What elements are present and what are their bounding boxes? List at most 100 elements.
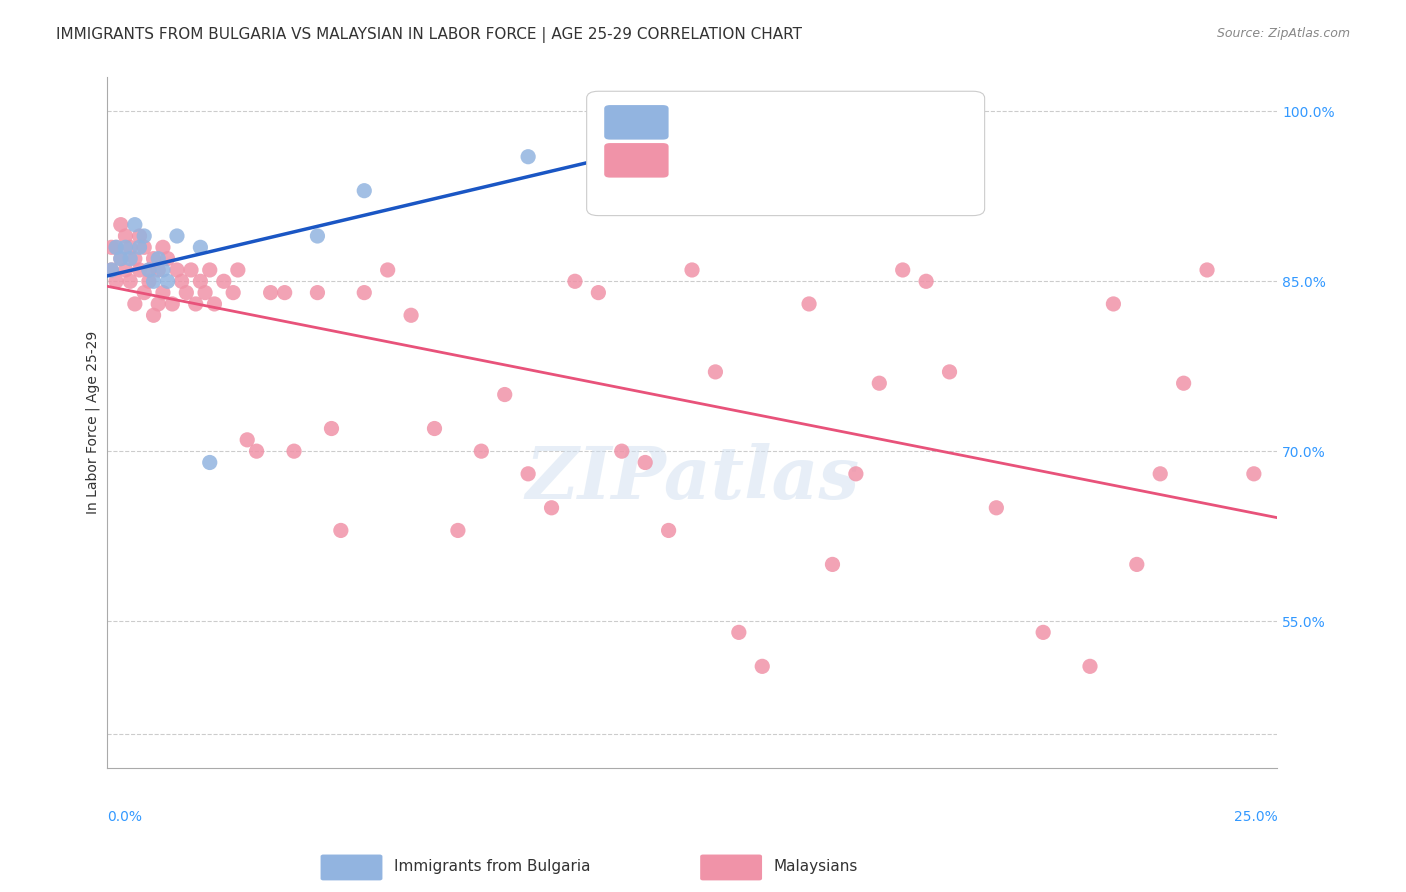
Text: IMMIGRANTS FROM BULGARIA VS MALAYSIAN IN LABOR FORCE | AGE 25-29 CORRELATION CHA: IMMIGRANTS FROM BULGARIA VS MALAYSIAN IN… [56,27,803,43]
Text: 25.0%: 25.0% [1233,810,1277,823]
Point [110,218,132,232]
Point [142,274,165,288]
Text: N =: N = [815,152,855,169]
Point [1195,263,1218,277]
Point [1078,659,1101,673]
Point [377,263,399,277]
Point [1173,376,1195,391]
Point [610,444,633,458]
Point [259,285,281,300]
Point [212,274,235,288]
Point [166,229,188,244]
Point [134,240,156,254]
Point [176,285,198,300]
Point [517,467,540,481]
Point [821,558,844,572]
Point [105,274,128,288]
Point [307,285,329,300]
Point [329,524,352,538]
Point [610,138,633,153]
Point [100,240,122,254]
Point [128,229,150,244]
Point [120,274,142,288]
Point [142,308,165,322]
Point [517,150,540,164]
Point [494,387,516,401]
Point [353,184,375,198]
Point [236,433,259,447]
Point [138,263,160,277]
Point [273,285,295,300]
Point [148,297,170,311]
Point [321,421,343,435]
Point [110,252,132,266]
Point [152,240,174,254]
Point [194,285,217,300]
Point [138,274,160,288]
Text: N =: N = [815,113,855,131]
Point [307,229,329,244]
Point [470,444,492,458]
Point [138,263,160,277]
Point [100,263,122,277]
Point [110,252,132,266]
Point [198,263,221,277]
Text: 0.564: 0.564 [721,113,778,131]
Point [226,263,249,277]
Point [120,252,142,266]
Point [634,455,657,469]
Point [114,263,136,277]
Point [120,240,142,254]
Point [124,252,146,266]
Point [588,285,610,300]
Text: 20: 20 [862,113,887,131]
Point [1102,297,1125,311]
Point [105,240,128,254]
Point [190,240,212,254]
Text: Malaysians: Malaysians [773,859,858,874]
Point [845,467,868,481]
Point [938,365,960,379]
Text: Immigrants from Bulgaria: Immigrants from Bulgaria [394,859,591,874]
Point [399,308,422,322]
Text: 80: 80 [862,152,887,169]
FancyBboxPatch shape [605,143,669,178]
Point [751,659,773,673]
Y-axis label: In Labor Force | Age 25-29: In Labor Force | Age 25-29 [86,331,100,515]
Point [134,229,156,244]
Point [152,285,174,300]
Point [134,285,156,300]
Point [1032,625,1054,640]
Point [114,240,136,254]
Point [353,285,375,300]
FancyBboxPatch shape [605,105,669,140]
Point [986,500,1008,515]
Point [204,297,226,311]
Point [891,263,914,277]
Point [681,263,703,277]
Point [198,455,221,469]
Point [283,444,305,458]
Point [128,263,150,277]
Point [184,297,207,311]
Point [124,218,146,232]
Point [222,285,245,300]
Point [156,274,179,288]
Point [423,421,446,435]
Point [142,252,165,266]
Point [797,297,820,311]
Point [166,263,188,277]
Point [152,263,174,277]
Point [162,297,184,311]
Point [100,263,122,277]
Text: 0.0%: 0.0% [107,810,142,823]
Point [156,252,179,266]
Text: ZIPatlas: ZIPatlas [524,442,859,514]
Text: Source: ZipAtlas.com: Source: ZipAtlas.com [1216,27,1350,40]
Point [540,500,562,515]
Point [564,274,586,288]
FancyBboxPatch shape [586,91,984,216]
Text: -0.129: -0.129 [721,152,786,169]
Point [124,297,146,311]
Point [190,274,212,288]
